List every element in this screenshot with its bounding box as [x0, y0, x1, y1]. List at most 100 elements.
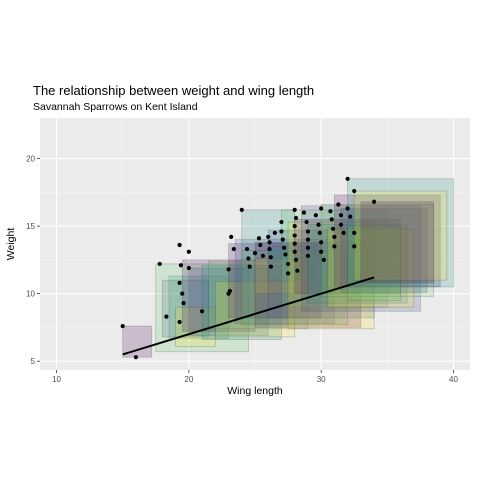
overlay-rect	[353, 190, 448, 281]
data-point	[292, 241, 297, 246]
grid-lines	[40, 118, 470, 370]
data-point	[247, 264, 252, 269]
overlay-rect	[181, 259, 256, 332]
overlay-rect	[201, 264, 282, 340]
data-point	[292, 249, 297, 254]
overlay-rect	[294, 218, 401, 295]
data-point	[133, 355, 139, 360]
data-point	[267, 246, 272, 252]
overlay-rect	[267, 229, 375, 319]
y-tick-label: 15	[26, 222, 35, 231]
data-point	[338, 222, 344, 227]
overlay-rect	[287, 221, 375, 330]
data-point	[285, 261, 291, 267]
overlay-rect	[162, 279, 210, 338]
data-point	[293, 257, 299, 262]
y-tick-label: 10	[26, 290, 35, 299]
data-point	[329, 217, 334, 222]
data-point	[229, 234, 234, 240]
overlay-rect	[208, 260, 309, 330]
overlay-rect	[347, 178, 454, 288]
data-point	[186, 265, 191, 271]
data-point	[181, 301, 186, 306]
axes: 10 20 30 40 5 10 15 20	[26, 155, 458, 384]
x-tick-label: 40	[449, 375, 458, 384]
data-point	[279, 219, 284, 225]
data-point	[226, 291, 231, 296]
data-points	[120, 176, 377, 360]
data-point	[348, 214, 353, 219]
data-point	[336, 202, 341, 207]
data-point	[267, 240, 272, 245]
data-point	[177, 319, 182, 325]
data-point	[231, 246, 236, 252]
data-point	[266, 234, 271, 240]
data-point	[282, 245, 287, 250]
data-point	[252, 251, 258, 256]
data-point	[321, 257, 326, 262]
data-point	[260, 253, 266, 258]
data-point	[319, 240, 324, 245]
data-point	[313, 213, 318, 218]
data-point	[244, 246, 250, 252]
data-point	[258, 242, 263, 248]
data-point	[295, 268, 300, 273]
x-tick-label: 10	[52, 375, 61, 384]
data-point	[157, 261, 162, 267]
data-point	[338, 213, 344, 218]
overlay-rect	[347, 225, 401, 301]
chart-title: The relationship between weight and wing…	[33, 83, 314, 98]
data-point	[292, 233, 297, 238]
data-point	[256, 236, 262, 241]
data-point	[180, 291, 185, 296]
data-point	[177, 280, 182, 285]
trend-line-group	[122, 276, 375, 356]
overlay-rect	[360, 201, 434, 284]
y-axis-label: Weight	[5, 228, 17, 261]
data-point	[304, 219, 309, 225]
y-tick-label: 5	[31, 357, 36, 366]
data-point	[272, 230, 277, 235]
data-point	[305, 229, 311, 234]
overlay-rect	[228, 243, 322, 319]
data-point	[239, 207, 244, 212]
data-point	[341, 230, 346, 235]
overlay-rect	[320, 204, 434, 297]
data-point	[268, 264, 273, 269]
data-point	[178, 263, 184, 268]
data-point	[317, 230, 322, 235]
data-point	[186, 249, 191, 254]
data-point	[246, 256, 251, 261]
data-point	[226, 267, 231, 272]
overlay-rect	[327, 228, 415, 308]
data-point	[293, 215, 299, 221]
overlay-rectangles	[122, 178, 454, 358]
data-point	[332, 244, 337, 249]
data-point	[332, 234, 337, 240]
data-point	[330, 226, 336, 231]
data-point	[328, 209, 333, 214]
overlay-rect	[307, 224, 408, 304]
overlay-rect	[155, 263, 249, 353]
overlay-rect	[281, 209, 388, 308]
data-point	[305, 237, 311, 242]
data-point	[352, 230, 357, 235]
overlay-rect	[267, 246, 315, 281]
data-point	[352, 244, 357, 249]
data-point	[292, 207, 297, 212]
data-point	[177, 242, 182, 248]
data-point	[316, 222, 321, 227]
data-point	[283, 252, 288, 257]
x-tick-label: 20	[184, 375, 193, 384]
data-point	[285, 271, 291, 276]
x-tick-label: 30	[317, 375, 326, 384]
overlay-rect	[168, 275, 229, 339]
data-point	[305, 253, 311, 258]
trend-line	[122, 276, 375, 356]
data-point	[279, 229, 284, 234]
data-point	[301, 210, 307, 215]
data-point	[280, 237, 285, 242]
overlay-rect	[334, 194, 441, 288]
chart-subtitle: Savannah Sparrows on Kent Island	[33, 101, 198, 113]
